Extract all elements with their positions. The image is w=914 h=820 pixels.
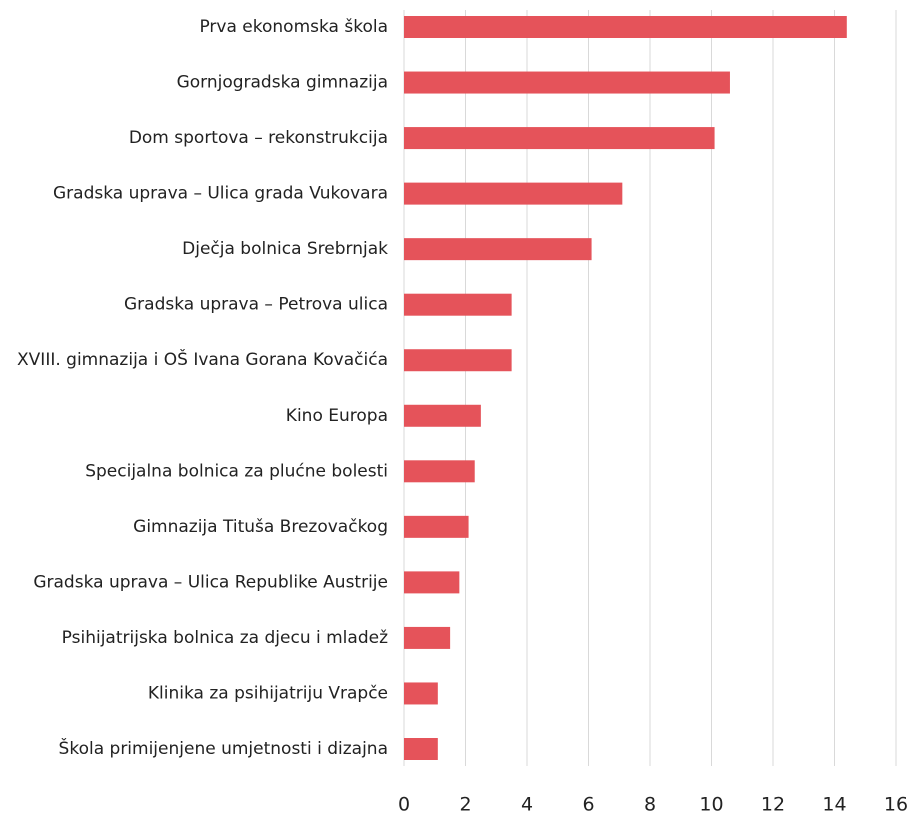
y-tick-label: Gradska uprava – Ulica Republike Austrij…: [33, 572, 388, 592]
x-tick-label: 0: [398, 794, 410, 816]
x-tick-label: 2: [459, 794, 471, 816]
x-tick-label: 10: [699, 794, 723, 816]
x-tick-label: 14: [822, 794, 846, 816]
bar: [404, 626, 451, 649]
bar: [404, 293, 512, 316]
y-tick-label: Gimnazija Tituša Brezovačkog: [133, 517, 388, 537]
y-tick-label: Gradska uprava – Petrova ulica: [124, 295, 388, 315]
bar: [404, 738, 438, 760]
y-tick-label: XVIII. gimnazija i OŠ Ivana Gorana Kovač…: [17, 348, 388, 370]
x-tick-label: 6: [582, 794, 594, 816]
bar: [404, 460, 475, 483]
y-tick-label: Gradska uprava – Ulica grada Vukovara: [53, 184, 388, 204]
bar: [404, 71, 730, 94]
y-tick-label: Dječja bolnica Srebrnjak: [182, 239, 388, 259]
bar: [404, 682, 438, 705]
x-tick-label: 4: [521, 794, 533, 816]
x-tick-label: 8: [644, 794, 656, 816]
bar: [404, 238, 592, 261]
y-tick-label: Specijalna bolnica za plućne bolesti: [85, 461, 388, 481]
bar: [404, 404, 481, 427]
bar: [404, 571, 460, 594]
x-tick-label: 16: [884, 794, 908, 816]
y-tick-label: Klinika za psihijatriju Vrapče: [148, 683, 388, 703]
y-tick-label: Kino Europa: [286, 406, 388, 426]
y-tick-label: Psihijatrijska bolnica za djecu i mladež: [62, 628, 388, 648]
bar: [404, 182, 623, 205]
bar: [404, 515, 469, 538]
bar: [404, 16, 847, 38]
bar: [404, 127, 715, 150]
y-tick-label: Gornjogradska gimnazija: [177, 73, 388, 93]
y-tick-label: Prva ekonomska škola: [199, 17, 388, 37]
y-tick-label: Škola primijenjene umjetnosti i dizajna: [59, 737, 388, 759]
bar: [404, 349, 512, 372]
y-tick-label: Dom sportova – rekonstrukcija: [129, 128, 388, 148]
x-tick-label: 12: [761, 794, 785, 816]
